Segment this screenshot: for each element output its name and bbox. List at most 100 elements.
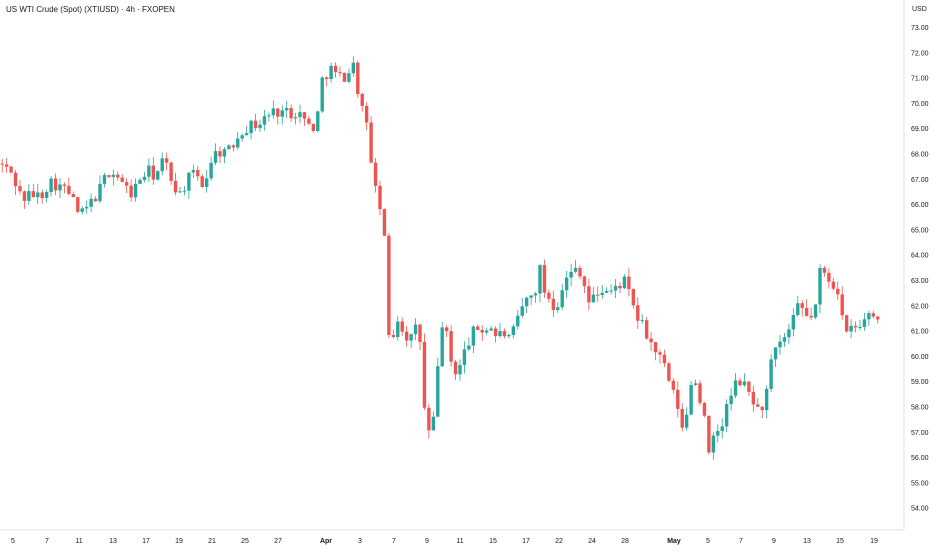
candle-down[interactable] — [22, 191, 27, 201]
candle-down[interactable] — [698, 383, 702, 403]
candle-down[interactable] — [836, 288, 840, 295]
candle-down[interactable] — [400, 321, 404, 332]
candle-up[interactable] — [102, 175, 107, 184]
candle-down[interactable] — [151, 165, 156, 180]
candle-up[interactable] — [240, 135, 244, 139]
candle-up[interactable] — [142, 176, 147, 180]
candle-down[interactable] — [124, 181, 129, 186]
candle-down[interactable] — [551, 298, 556, 311]
candle-down[interactable] — [480, 329, 484, 333]
candle-up[interactable] — [58, 184, 62, 191]
candle-down[interactable] — [542, 265, 547, 293]
candle-down[interactable] — [364, 105, 369, 123]
candle-up[interactable] — [716, 431, 720, 436]
candle-up[interactable] — [684, 414, 689, 428]
candle-down[interactable] — [333, 65, 338, 73]
candle-down[interactable] — [853, 325, 858, 328]
candle-up[interactable] — [84, 206, 89, 209]
candle-up[interactable] — [689, 384, 693, 415]
candle-up[interactable] — [711, 435, 716, 453]
candle-up[interactable] — [440, 327, 444, 367]
candle-down[interactable] — [582, 276, 587, 287]
candle-up[interactable] — [693, 383, 698, 385]
candle-up[interactable] — [98, 183, 102, 202]
candle-up[interactable] — [27, 191, 31, 201]
candle-down[interactable] — [680, 408, 684, 428]
candle-down[interactable] — [387, 235, 391, 335]
candle-up[interactable] — [351, 62, 356, 74]
candle-up[interactable] — [267, 115, 271, 117]
candle-up[interactable] — [436, 366, 440, 417]
candle-up[interactable] — [564, 277, 569, 291]
candle-down[interactable] — [253, 120, 258, 129]
candle-up[interactable] — [529, 295, 533, 298]
candle-down[interactable] — [453, 361, 458, 375]
candle-up[interactable] — [818, 267, 822, 305]
candle-down[interactable] — [13, 172, 18, 187]
candle-down[interactable] — [502, 331, 507, 337]
candle-down[interactable] — [444, 327, 449, 332]
candle-down[interactable] — [636, 305, 640, 321]
candle-up[interactable] — [787, 329, 791, 338]
candle-up[interactable] — [396, 321, 400, 337]
candle-up[interactable] — [764, 388, 769, 411]
candle-down[interactable] — [289, 108, 293, 119]
candle-up[interactable] — [471, 326, 476, 346]
candle-up[interactable] — [280, 110, 284, 117]
candle-up[interactable] — [796, 303, 800, 316]
candle-down[interactable] — [587, 286, 591, 303]
candle-down[interactable] — [391, 334, 396, 337]
candle-down[interactable] — [618, 285, 622, 289]
candle-up[interactable] — [49, 178, 53, 193]
candle-up[interactable] — [720, 426, 724, 432]
candle-down[interactable] — [276, 108, 280, 117]
candle-down[interactable] — [418, 324, 422, 343]
candle-up[interactable] — [160, 158, 164, 172]
candle-up[interactable] — [138, 179, 142, 184]
candle-down[interactable] — [547, 292, 551, 299]
candle-up[interactable] — [298, 112, 302, 118]
candle-down[interactable] — [129, 185, 133, 198]
candle-up[interactable] — [227, 145, 231, 150]
candle-up[interactable] — [413, 324, 418, 335]
candle-down[interactable] — [871, 313, 876, 317]
candle-up[interactable] — [609, 290, 613, 292]
candle-down[interactable] — [644, 320, 649, 339]
candle-down[interactable] — [627, 276, 631, 290]
candle-down[interactable] — [196, 169, 200, 177]
candle-up[interactable] — [773, 347, 778, 360]
candle-up[interactable] — [600, 292, 604, 296]
candle-up[interactable] — [44, 192, 49, 199]
candle-up[interactable] — [111, 174, 116, 177]
candle-up[interactable] — [187, 172, 191, 191]
candle-down[interactable] — [800, 303, 804, 309]
candle-up[interactable] — [560, 290, 564, 308]
candle-down[interactable] — [662, 354, 667, 364]
candle-up[interactable] — [409, 334, 413, 341]
candle-up[interactable] — [347, 73, 351, 82]
candle-down[interactable] — [658, 352, 662, 355]
candle-up[interactable] — [733, 380, 738, 396]
candle-down[interactable] — [107, 175, 111, 177]
candle-up[interactable] — [156, 171, 160, 180]
candle-down[interactable] — [449, 331, 453, 362]
candle-down[interactable] — [373, 162, 378, 186]
candle-up[interactable] — [742, 381, 747, 386]
candle-down[interactable] — [31, 191, 36, 198]
candle-down[interactable] — [169, 162, 173, 181]
candle-down[interactable] — [653, 342, 658, 353]
candle-up[interactable] — [249, 120, 253, 134]
candle-up[interactable] — [236, 138, 240, 148]
candle-up[interactable] — [538, 265, 542, 294]
candle-up[interactable] — [556, 307, 560, 311]
candle-up[interactable] — [516, 315, 520, 327]
candle-up[interactable] — [89, 198, 93, 207]
candle-down[interactable] — [667, 363, 671, 381]
candle-down[interactable] — [822, 267, 827, 273]
candle-down[interactable] — [164, 158, 169, 163]
candle-down[interactable] — [831, 281, 836, 289]
time-axis[interactable]: 5 7 11 13 17 19 21 25 27 Apr 3 7 9 11 15 17 22 24 28 May 5 7 9… — [11, 538, 878, 545]
candle-up[interactable] — [316, 111, 320, 132]
candle-up[interactable] — [591, 294, 596, 303]
